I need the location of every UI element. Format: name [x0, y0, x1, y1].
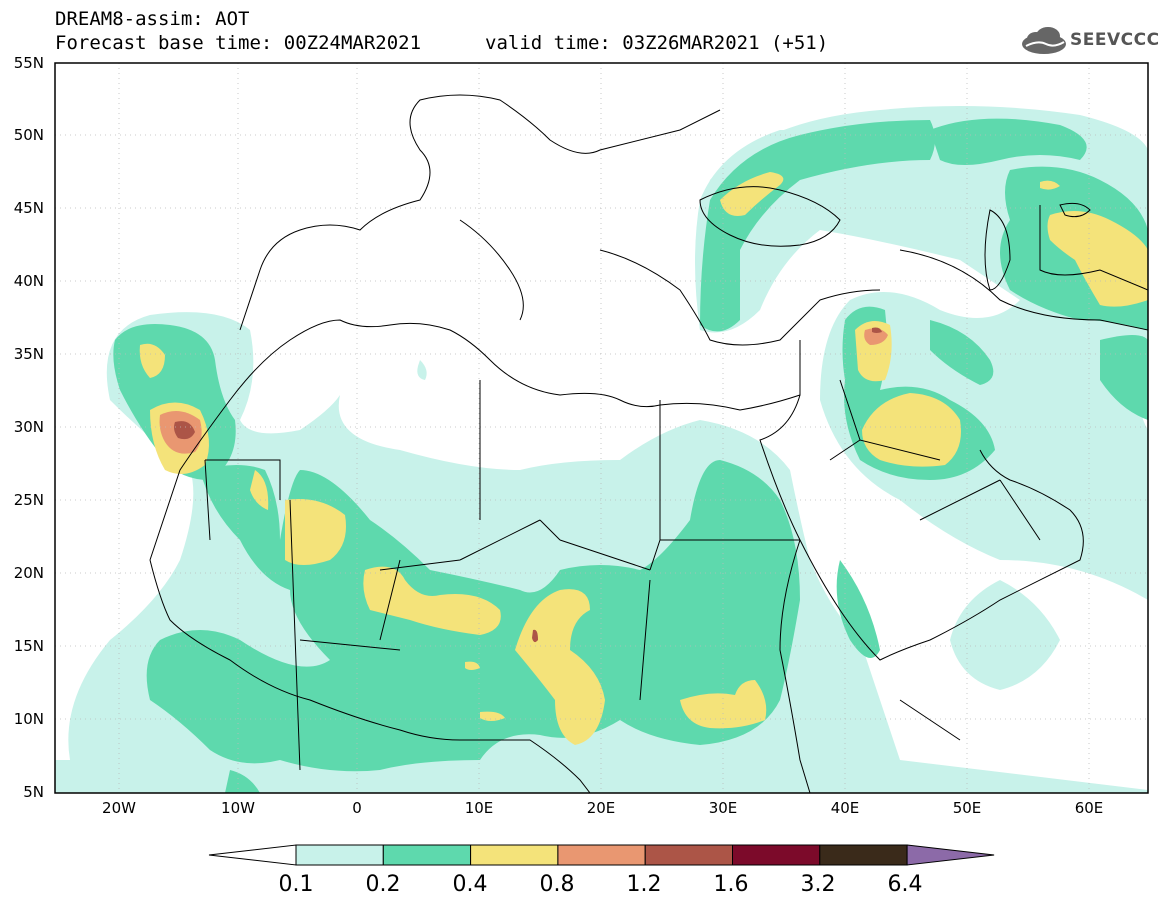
lon-label: 0 [352, 799, 362, 817]
aot-fields [55, 106, 1148, 793]
colorbar-swatch [557, 844, 646, 866]
aot-band-1.2 [174, 327, 882, 643]
colorbar-swatch [295, 844, 384, 866]
lon-label: 20E [586, 799, 616, 817]
colorbar-swatch [644, 844, 734, 866]
forecast-base-time: Forecast base time: 00Z24MAR2021 [55, 32, 422, 54]
colorbar-label: 6.4 [887, 872, 923, 897]
seevccc-logo [1022, 27, 1066, 54]
coastlines [149, 94, 1148, 793]
lat-label: 25N [13, 491, 44, 509]
colorbar-swatch [732, 844, 821, 866]
colorbar-label: 0.4 [452, 872, 488, 897]
colorbar-label: 0.1 [278, 872, 314, 897]
colorbar-swatch [382, 844, 472, 866]
map-frame [54, 62, 1149, 794]
lat-label: 55N [13, 54, 44, 72]
colorbar-max-arrow [906, 844, 995, 866]
lon-label: 60E [1074, 799, 1104, 817]
colorbar-label: 1.6 [713, 872, 749, 897]
lon-label: 40E [830, 799, 860, 817]
lat-label: 30N [13, 418, 44, 436]
lat-label: 45N [13, 199, 44, 217]
aot-band-0.4 [139, 172, 1148, 745]
lat-label: 15N [13, 637, 44, 655]
logo-text: SEEVCCC [1070, 30, 1160, 50]
lon-label: 10W [221, 799, 255, 817]
lat-label: 40N [13, 272, 44, 290]
lon-label: 50E [952, 799, 982, 817]
lon-label: 20W [102, 799, 136, 817]
graticule [55, 63, 1148, 793]
lat-label: 50N [13, 126, 44, 144]
valid-time: valid time: 03Z26MAR2021 (+51) [485, 32, 829, 54]
lon-label: 10E [464, 799, 494, 817]
lat-label: 35N [13, 345, 44, 363]
cloud-icon [1022, 27, 1066, 54]
colorbar-min-arrow [208, 844, 297, 866]
colorbar-label: 0.8 [539, 872, 575, 897]
colorbar-swatch [819, 844, 908, 866]
map-title: DREAM8-assim: AOT [55, 8, 250, 30]
colorbar-label: 1.2 [626, 872, 662, 897]
lat-label: 10N [13, 710, 44, 728]
lon-label: 30E [708, 799, 738, 817]
colorbar-label: 3.2 [800, 872, 836, 897]
colorbar-label: 0.2 [365, 872, 401, 897]
lat-label: 20N [13, 564, 44, 582]
lat-label: 5N [23, 783, 44, 801]
colorbar-swatch [470, 844, 559, 866]
